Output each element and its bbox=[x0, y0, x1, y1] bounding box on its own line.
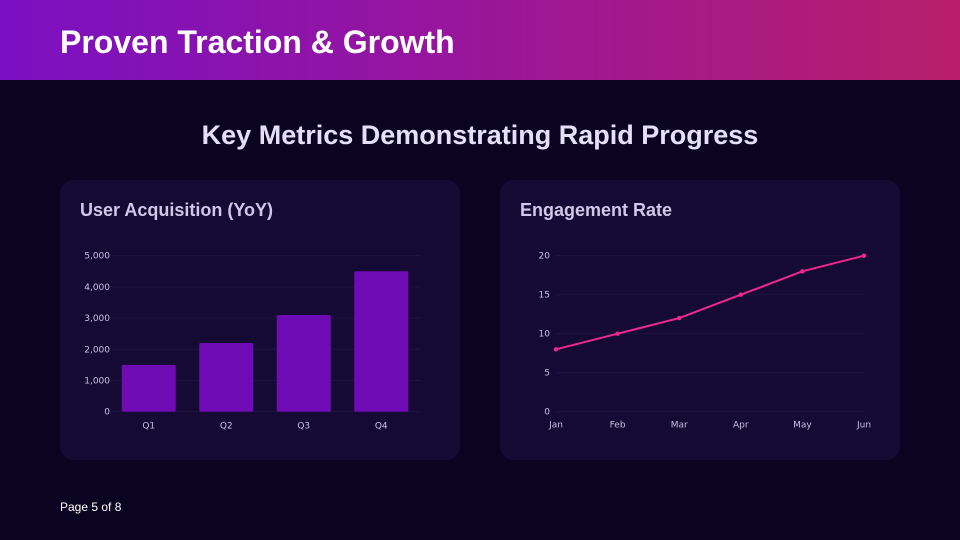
x-tick-label: Q4 bbox=[375, 422, 388, 432]
x-tick-label: Q1 bbox=[142, 422, 155, 432]
point-may bbox=[800, 269, 805, 274]
x-tick-label: Feb bbox=[610, 421, 626, 431]
x-tick-label: Q3 bbox=[297, 422, 310, 432]
y-tick-label: 0 bbox=[544, 408, 550, 418]
point-mar bbox=[677, 315, 682, 321]
y-tick-label: 20 bbox=[539, 252, 551, 262]
point-jan bbox=[553, 347, 559, 352]
line-chart-title: Engagement Rate bbox=[520, 200, 673, 220]
bar-q2 bbox=[199, 343, 254, 412]
page-number: Page 5 of 8 bbox=[60, 500, 122, 514]
y-tick-label: 1,000 bbox=[84, 377, 110, 387]
x-tick-label: May bbox=[793, 421, 812, 431]
header-bar: Proven Traction & Growth bbox=[0, 0, 960, 80]
x-tick-label: Apr bbox=[733, 421, 749, 431]
bar-q1 bbox=[121, 364, 176, 412]
y-tick-label: 2,000 bbox=[84, 345, 110, 355]
x-tick-label: Jan bbox=[548, 421, 563, 431]
engagement-line bbox=[555, 254, 865, 351]
y-tick-label: 10 bbox=[539, 330, 551, 340]
bar-q4 bbox=[354, 271, 409, 412]
slide-title: Proven Traction & Growth bbox=[60, 24, 455, 60]
y-tick-label: 0 bbox=[104, 408, 110, 418]
x-tick-label: Jun bbox=[856, 421, 871, 431]
engagement-rate-card: Engagement Rate 0 5 10 15 20 Jan Feb Mar Apr May J… bbox=[500, 180, 900, 460]
bar-chart-title: User Acquisition (YoY) bbox=[80, 200, 274, 220]
y-tick-label: 15 bbox=[539, 291, 550, 301]
slide-subtitle: Key Metrics Demonstrating Rapid Progress bbox=[201, 120, 759, 150]
x-tick-label: Mar bbox=[671, 421, 688, 431]
y-tick-label: 5 bbox=[544, 369, 550, 379]
y-tick-label: 4,000 bbox=[84, 283, 110, 293]
y-tick-label: 5,000 bbox=[84, 252, 110, 262]
user-acquisition-card: User Acquisition (YoY) 0 1,000 2,000 3,000 4… bbox=[60, 180, 460, 460]
point-feb bbox=[615, 331, 620, 336]
point-jun bbox=[861, 253, 867, 258]
point-apr bbox=[738, 292, 743, 297]
y-tick-label: 3,000 bbox=[84, 314, 110, 324]
x-tick-label: Q2 bbox=[220, 422, 233, 432]
bar-q3 bbox=[276, 314, 331, 412]
bar-chart: 0 1,000 2,000 3,000 4,000 5,000 Q1 Q2 Q3 Q4 bbox=[84, 252, 420, 432]
line-chart: 0 5 10 15 20 Jan Feb Mar Apr May Jun bbox=[539, 252, 871, 431]
